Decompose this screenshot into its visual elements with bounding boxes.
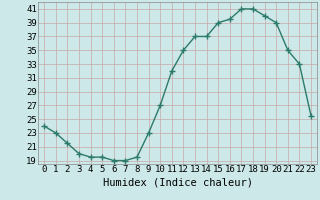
X-axis label: Humidex (Indice chaleur): Humidex (Indice chaleur) — [103, 177, 252, 187]
